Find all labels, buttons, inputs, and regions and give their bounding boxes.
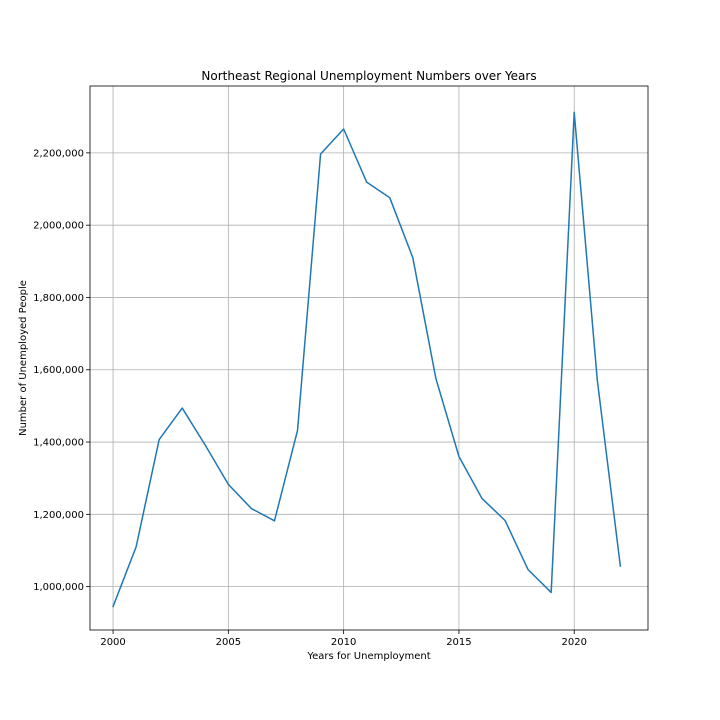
x-tick-label: 2015: [446, 637, 471, 648]
x-tick-label: 2010: [331, 637, 356, 648]
y-tick-label: 1,200,000: [33, 510, 84, 521]
x-axis-label: Years for Unemployment: [306, 651, 430, 662]
y-tick-label: 1,600,000: [33, 365, 84, 376]
grid-lines: [90, 86, 648, 630]
x-tick-label: 2005: [216, 637, 241, 648]
y-tick-label: 1,400,000: [33, 438, 84, 449]
y-axis-label: Number of Unemployed People: [18, 280, 29, 436]
x-tick-label: 2020: [561, 637, 586, 648]
y-tick-label: 2,200,000: [33, 148, 84, 159]
series-line: [112, 111, 622, 608]
x-tick-label: 2000: [100, 637, 125, 648]
chart-title: Northeast Regional Unemployment Numbers …: [201, 69, 536, 83]
series-layer: [112, 111, 622, 608]
y-axis: 1,000,000 1,200,000 1,400,000 1,600,000 1,80…: [33, 148, 90, 593]
plot-frame: [89, 85, 649, 631]
x-axis: 2000 2005 2010 2015 2020: [100, 630, 587, 648]
y-tick-label: 1,800,000: [33, 293, 84, 304]
y-tick-label: 1,000,000: [33, 582, 84, 593]
y-tick-label: 2,000,000: [33, 221, 84, 232]
